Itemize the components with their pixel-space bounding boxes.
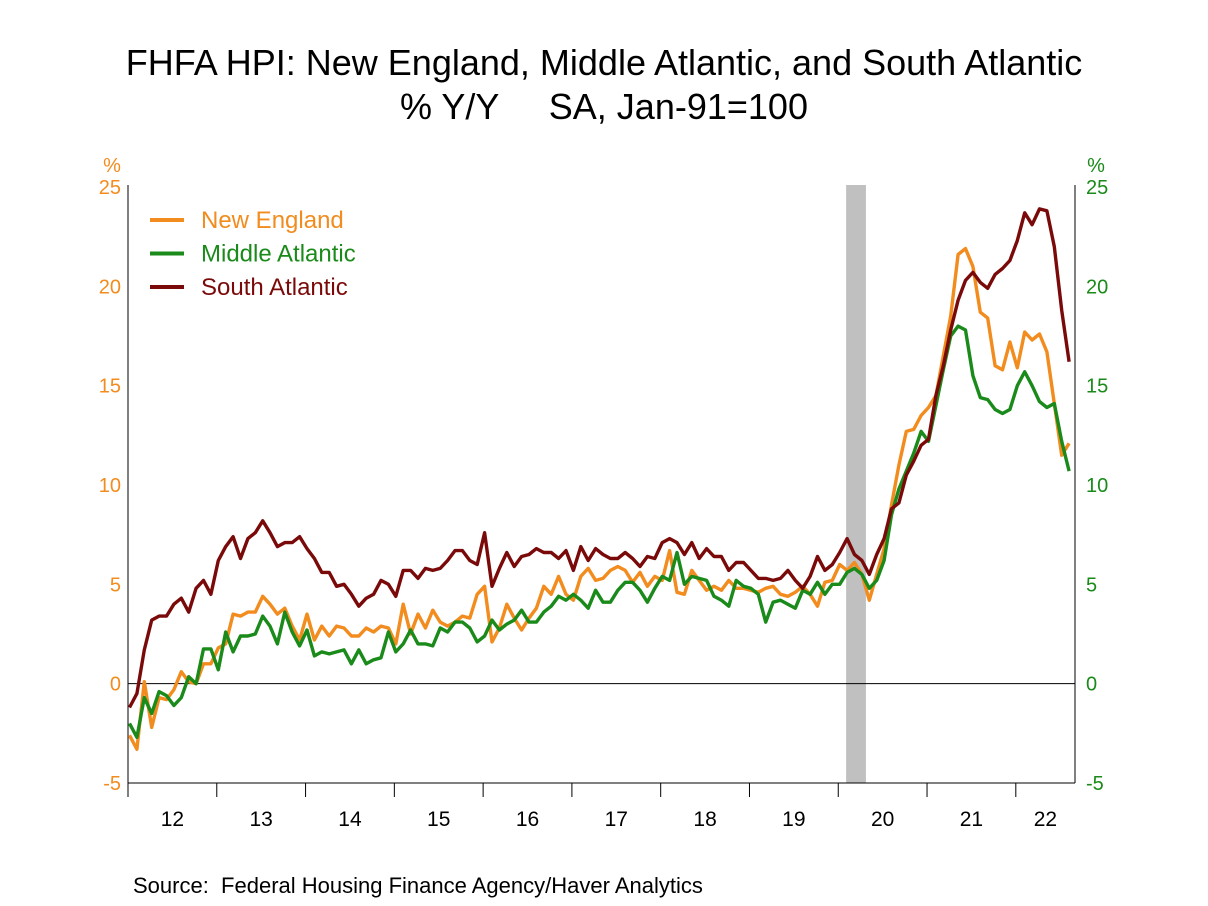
x-tick-label: 14 xyxy=(338,808,362,831)
left-tick-label: 20 xyxy=(99,276,121,298)
chart-title: FHFA HPI: New England, Middle Atlantic, … xyxy=(125,42,1083,83)
x-tick-label: 21 xyxy=(960,808,983,831)
right-tick-label: 20 xyxy=(1086,276,1108,298)
x-tick-label: 17 xyxy=(605,808,628,831)
right-tick-label: 0 xyxy=(1086,674,1097,696)
right-tick-label: 25 xyxy=(1086,177,1108,199)
x-tick-label: 20 xyxy=(871,808,894,831)
source-note: Source: Federal Housing Finance Agency/H… xyxy=(133,873,703,898)
right-tick-label: -5 xyxy=(1086,773,1104,795)
series-line-middle-atlantic xyxy=(127,324,1071,739)
recession-shade xyxy=(846,185,866,783)
x-tick-label: 19 xyxy=(782,808,805,831)
left-tick-label: -5 xyxy=(103,773,121,795)
legend-label: Middle Atlantic xyxy=(201,241,356,268)
series-line-south-atlantic xyxy=(127,207,1071,709)
left-tick-label: 5 xyxy=(110,574,121,596)
left-tick-label: 0 xyxy=(110,674,121,696)
x-tick-label: 22 xyxy=(1034,808,1057,831)
right-tick-label: 10 xyxy=(1086,475,1108,497)
left-tick-label: 15 xyxy=(99,376,121,398)
left-tick-label: 10 xyxy=(99,475,121,497)
left-tick-label: 25 xyxy=(99,177,121,199)
x-tick-label: 16 xyxy=(516,808,539,831)
chart-subtitle: % Y/Y SA, Jan-91=100 xyxy=(400,86,808,127)
right-tick-label: 15 xyxy=(1086,376,1108,398)
legend-label: South Atlantic xyxy=(201,274,348,301)
x-tick-label: 12 xyxy=(161,808,184,831)
x-tick-label: 15 xyxy=(427,808,450,831)
right-axis-unit: % xyxy=(1087,155,1105,177)
x-tick-label: 13 xyxy=(249,808,272,831)
left-axis-unit: % xyxy=(103,155,121,177)
legend-label: New England xyxy=(201,207,344,234)
series-line-new-england xyxy=(127,246,1071,751)
x-tick-label: 18 xyxy=(693,808,716,831)
right-tick-label: 5 xyxy=(1086,574,1097,596)
